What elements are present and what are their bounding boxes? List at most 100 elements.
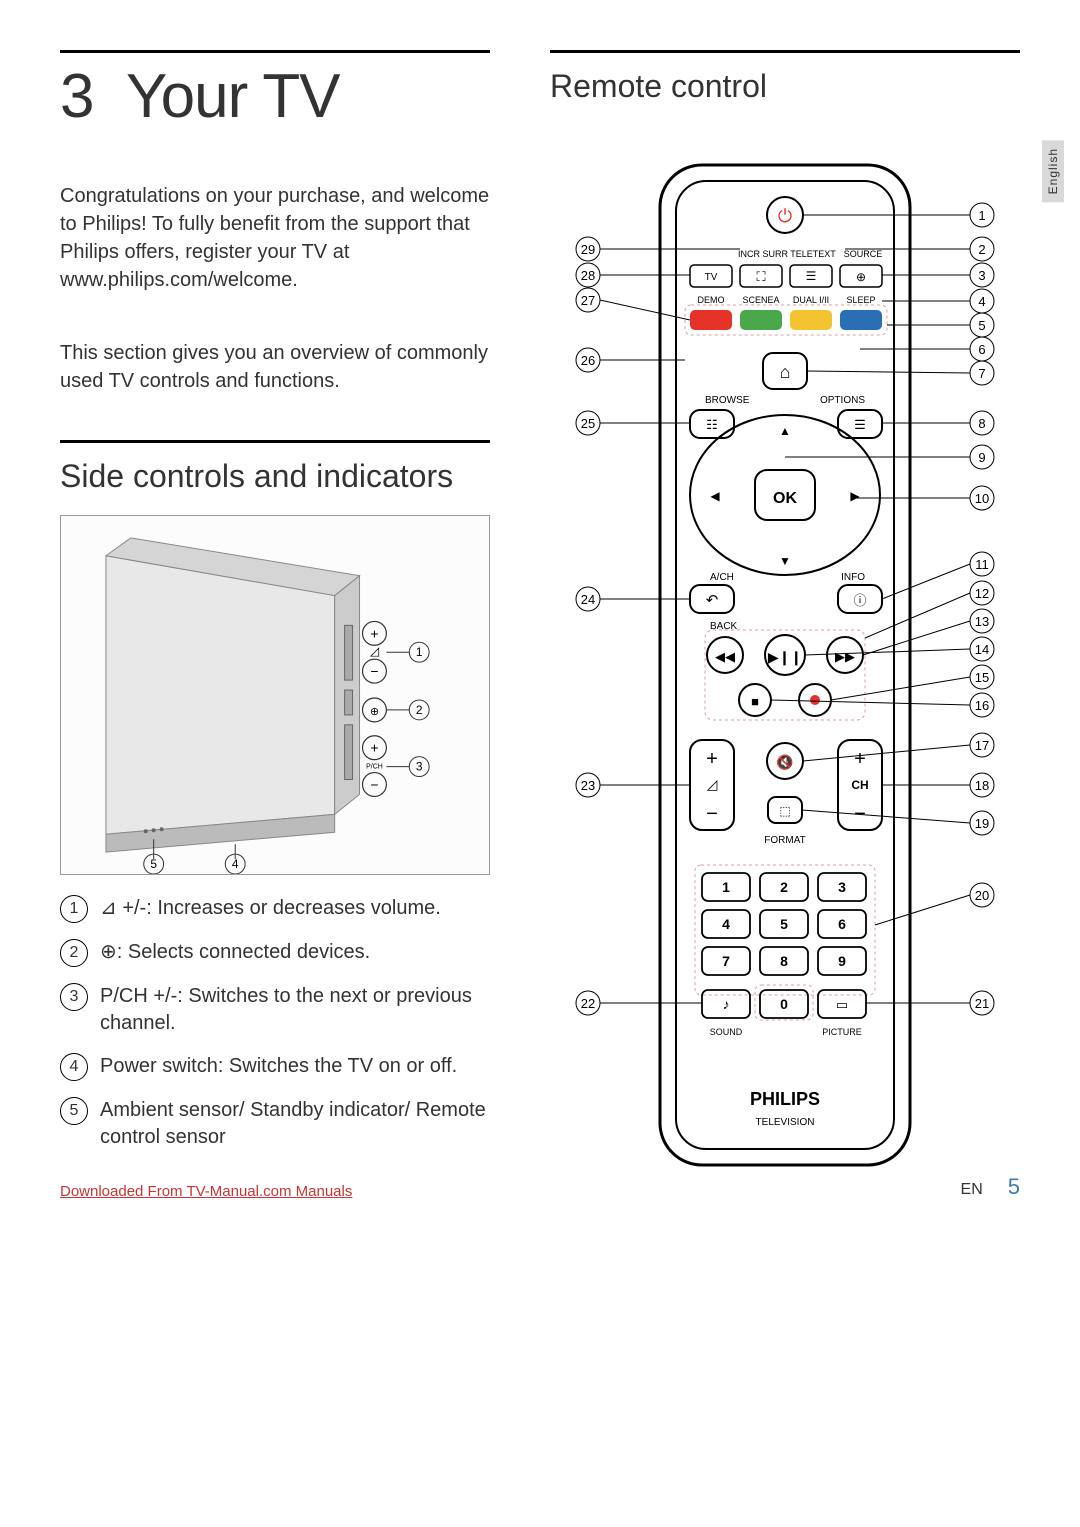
svg-text:25: 25 [581,416,595,431]
svg-text:2: 2 [416,703,423,717]
download-link[interactable]: Downloaded From TV-Manual.com Manuals [60,1183,352,1200]
svg-text:16: 16 [975,698,989,713]
svg-text:OK: OK [773,490,797,507]
svg-text:+: + [370,625,378,641]
svg-text:9: 9 [838,953,846,969]
chapter-number: 3 [60,62,93,131]
svg-text:8: 8 [978,416,985,431]
svg-text:28: 28 [581,268,595,283]
svg-text:SLEEP: SLEEP [846,295,875,305]
page-footer: Downloaded From TV-Manual.com Manuals EN… [60,1174,1020,1200]
svg-text:20: 20 [975,888,989,903]
list-item: 4 Power switch: Switches the TV on or of… [60,1053,490,1081]
side-controls-list: 1 ⊿ +/-: Increases or decreases volume. … [60,895,490,1151]
svg-text:10: 10 [975,491,989,506]
svg-text:▼: ▼ [779,554,791,568]
svg-text:5: 5 [978,318,985,333]
svg-text:◿: ◿ [707,776,718,792]
svg-text:2: 2 [978,242,985,257]
svg-text:◿: ◿ [370,644,380,658]
svg-text:▶: ▶ [850,489,860,503]
svg-text:TV: TV [705,272,718,283]
left-column: 3 Your TV Congratulations on your purcha… [60,50,490,1205]
svg-text:13: 13 [975,614,989,629]
svg-text:11: 11 [975,557,989,572]
svg-text:+: + [854,748,866,770]
svg-text:5: 5 [780,916,788,932]
list-item: 2 ⊕: Selects connected devices. [60,939,490,967]
svg-text:↶: ↶ [706,592,719,609]
list-text: P/CH +/-: Switches to the next or previo… [100,983,490,1037]
svg-text:21: 21 [975,996,989,1011]
svg-text:OPTIONS: OPTIONS [820,395,865,406]
svg-text:◀: ◀ [710,489,720,503]
svg-text:14: 14 [975,642,989,657]
language-tab: English [1042,140,1064,202]
svg-text:19: 19 [975,816,989,831]
svg-text:−: − [706,803,718,825]
intro-paragraph-1: Congratulations on your purchase, and we… [60,182,490,294]
intro-paragraph-2: This section gives you an overview of co… [60,339,490,395]
svg-text:1: 1 [722,879,730,895]
svg-text:8: 8 [780,953,788,969]
right-column: Remote control ⏻ INCR SURR TELETEXT SOUR… [550,50,1020,1205]
chapter-title: 3 Your TV [60,61,490,132]
svg-text:☰: ☰ [854,417,866,432]
svg-text:26: 26 [581,353,595,368]
svg-text:6: 6 [838,916,846,932]
svg-text:⌂: ⌂ [780,362,791,382]
svg-text:♪: ♪ [723,996,730,1012]
list-item: 3 P/CH +/-: Switches to the next or prev… [60,983,490,1037]
svg-text:2: 2 [780,879,788,895]
svg-text:−: − [370,776,378,792]
svg-text:PICTURE: PICTURE [822,1027,862,1037]
svg-text:0: 0 [780,996,788,1012]
svg-text:CH: CH [851,778,868,792]
svg-text:29: 29 [581,242,595,257]
svg-text:22: 22 [581,996,595,1011]
svg-text:■: ■ [751,694,759,709]
svg-text:7: 7 [978,366,985,381]
list-text: Ambient sensor/ Standby indicator/ Remot… [100,1097,490,1151]
svg-text:▶❙❙: ▶❙❙ [768,649,802,666]
svg-text:12: 12 [975,586,989,601]
svg-text:INCR SURR: INCR SURR [738,249,789,259]
svg-text:+: + [370,740,378,756]
list-num: 3 [60,983,88,1011]
svg-text:23: 23 [581,778,595,793]
svg-text:ⓘ: ⓘ [853,593,866,608]
svg-text:BROWSE: BROWSE [705,395,750,406]
side-controls-diagram: + ◿ − ⊕ + P/CH − 1 [60,515,490,875]
svg-text:−: − [370,663,378,679]
svg-text:⊕: ⊕ [370,706,379,718]
list-item: 1 ⊿ +/-: Increases or decreases volume. [60,895,490,923]
svg-text:+: + [706,748,718,770]
footer-page-number: 5 [1008,1174,1020,1200]
list-text: ⊕: Selects connected devices. [100,939,370,966]
svg-text:17: 17 [975,738,989,753]
svg-text:▲: ▲ [779,424,791,438]
svg-text:3: 3 [978,268,985,283]
svg-text:18: 18 [975,778,989,793]
svg-text:P/CH: P/CH [366,764,383,771]
list-num: 1 [60,895,88,923]
svg-text:4: 4 [722,916,730,932]
svg-text:6: 6 [978,342,985,357]
svg-text:☷: ☷ [706,417,718,432]
svg-text:⊕: ⊕ [856,270,866,284]
svg-text:5: 5 [150,857,157,871]
side-controls-heading: Side controls and indicators [60,458,490,495]
svg-text:⏻: ⏻ [778,206,792,226]
chapter-name: Your TV [126,62,340,131]
svg-text:🔇: 🔇 [776,754,793,771]
svg-text:7: 7 [722,953,730,969]
svg-text:SCENEA: SCENEA [742,295,779,305]
svg-text:SOUND: SOUND [710,1027,743,1037]
remote-diagram: ⏻ INCR SURR TELETEXT SOURCE TV ⛶ ☰ ⊕ DEM [550,125,1020,1205]
list-num: 5 [60,1097,88,1125]
svg-text:15: 15 [975,670,989,685]
remote-control-heading: Remote control [550,68,1020,105]
svg-text:DEMO: DEMO [698,295,725,305]
svg-text:▭: ▭ [836,997,848,1012]
list-num: 2 [60,939,88,967]
